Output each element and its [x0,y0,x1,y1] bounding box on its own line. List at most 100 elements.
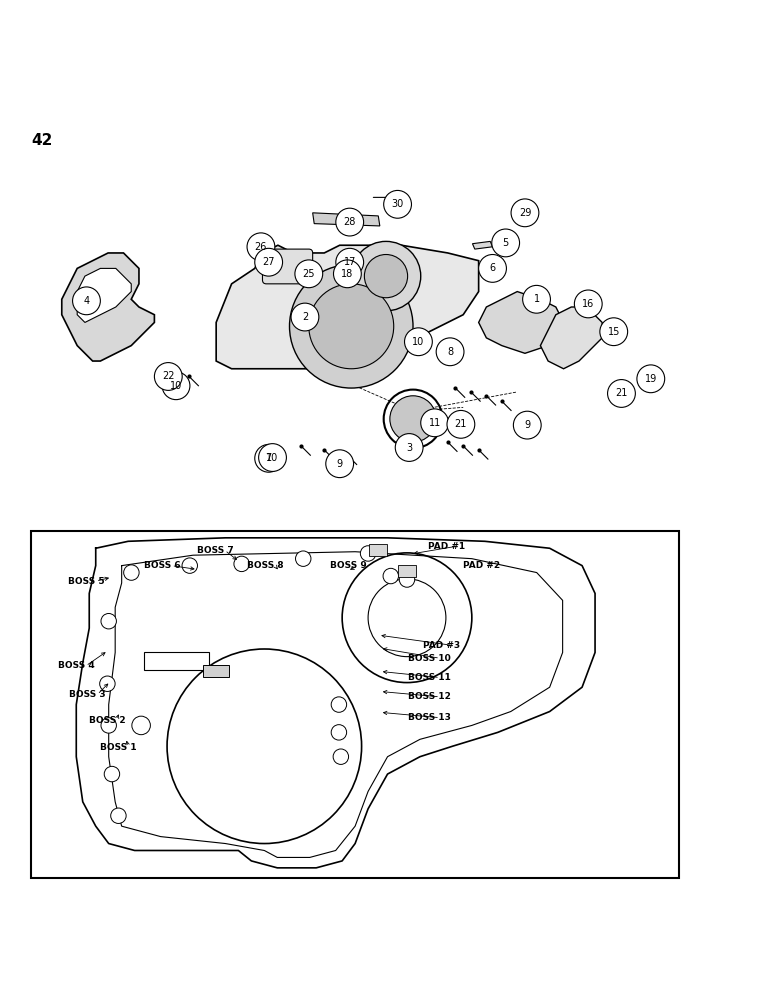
Circle shape [390,396,436,442]
Circle shape [162,372,190,400]
Circle shape [73,287,100,315]
Text: 15: 15 [608,327,620,337]
Text: 3: 3 [406,443,412,453]
Text: 4: 4 [83,296,90,306]
Text: 30: 30 [391,199,404,209]
Circle shape [104,766,120,782]
Circle shape [309,284,394,369]
Polygon shape [313,213,380,226]
Text: 42: 42 [31,133,52,148]
Bar [144,652,209,670]
Text: 26: 26 [255,242,267,252]
Circle shape [296,551,311,566]
Text: 10: 10 [266,453,279,463]
Polygon shape [216,245,479,369]
FancyBboxPatch shape [31,531,679,878]
Text: BOSS 2: BOSS 2 [89,716,125,725]
Circle shape [291,303,319,331]
Polygon shape [472,241,493,249]
Polygon shape [62,253,154,361]
Text: 27: 27 [262,257,275,267]
Circle shape [290,265,413,388]
Circle shape [479,255,506,282]
Text: BOSS 7: BOSS 7 [197,546,234,555]
Text: 29: 29 [519,208,531,218]
Polygon shape [479,292,564,353]
Text: 10: 10 [412,337,425,347]
Circle shape [326,450,354,478]
Bar [368,544,387,556]
Text: PAD #1: PAD #1 [428,542,466,551]
Text: BOSS 3: BOSS 3 [69,690,106,699]
Text: 8: 8 [447,347,453,357]
Circle shape [255,444,283,472]
Circle shape [523,285,550,313]
Circle shape [331,697,347,712]
Text: 9: 9 [337,459,343,469]
Text: 1: 1 [533,294,540,304]
Circle shape [511,199,539,227]
Text: 19: 19 [645,374,657,384]
Text: BOSS 6: BOSS 6 [144,561,180,570]
Circle shape [234,556,249,572]
Circle shape [405,328,432,356]
Text: PAD #2: PAD #2 [463,561,500,570]
Circle shape [132,716,151,735]
Bar [203,665,229,677]
Text: 22: 22 [162,371,174,381]
Circle shape [436,338,464,366]
Text: BOSS 13: BOSS 13 [408,713,451,722]
Text: 5: 5 [503,238,509,248]
Circle shape [259,444,286,471]
Circle shape [351,241,421,311]
Text: BOSS 1: BOSS 1 [100,743,137,752]
Circle shape [383,568,398,584]
Text: 2: 2 [302,312,308,322]
Text: 17: 17 [344,257,356,267]
Circle shape [421,409,449,437]
Text: BOSS 9: BOSS 9 [330,561,367,570]
Circle shape [334,260,361,288]
Circle shape [361,546,376,561]
Text: 21: 21 [615,388,628,398]
Circle shape [110,808,126,823]
Circle shape [331,725,347,740]
Text: 16: 16 [582,299,594,309]
Circle shape [255,248,283,276]
Circle shape [395,434,423,461]
Circle shape [399,572,415,587]
Circle shape [295,260,323,288]
Text: BOSS 11: BOSS 11 [408,673,451,682]
Circle shape [447,410,475,438]
Text: BOSS 10: BOSS 10 [408,654,450,663]
Text: 25: 25 [303,269,315,279]
Text: PAD #3: PAD #3 [423,641,460,650]
Circle shape [336,208,364,236]
FancyBboxPatch shape [262,249,313,284]
Text: 9: 9 [524,420,530,430]
Circle shape [608,380,635,407]
Text: BOSS 12: BOSS 12 [408,692,451,701]
Circle shape [100,676,115,691]
Circle shape [492,229,520,257]
Circle shape [600,318,628,346]
Bar [398,565,416,577]
Text: 7: 7 [266,453,272,463]
Circle shape [154,363,182,390]
Polygon shape [77,268,131,322]
Polygon shape [540,307,602,369]
Circle shape [247,233,275,261]
Circle shape [182,558,198,573]
Text: BOSS 4: BOSS 4 [58,661,95,670]
Text: BOSS 8: BOSS 8 [247,561,283,570]
Circle shape [101,718,117,733]
Circle shape [574,290,602,318]
Circle shape [384,190,411,218]
Circle shape [124,565,139,580]
Text: 18: 18 [341,269,354,279]
Text: 10: 10 [170,381,182,391]
Circle shape [334,749,349,764]
Text: 11: 11 [428,418,441,428]
Circle shape [513,411,541,439]
Text: 28: 28 [344,217,356,227]
